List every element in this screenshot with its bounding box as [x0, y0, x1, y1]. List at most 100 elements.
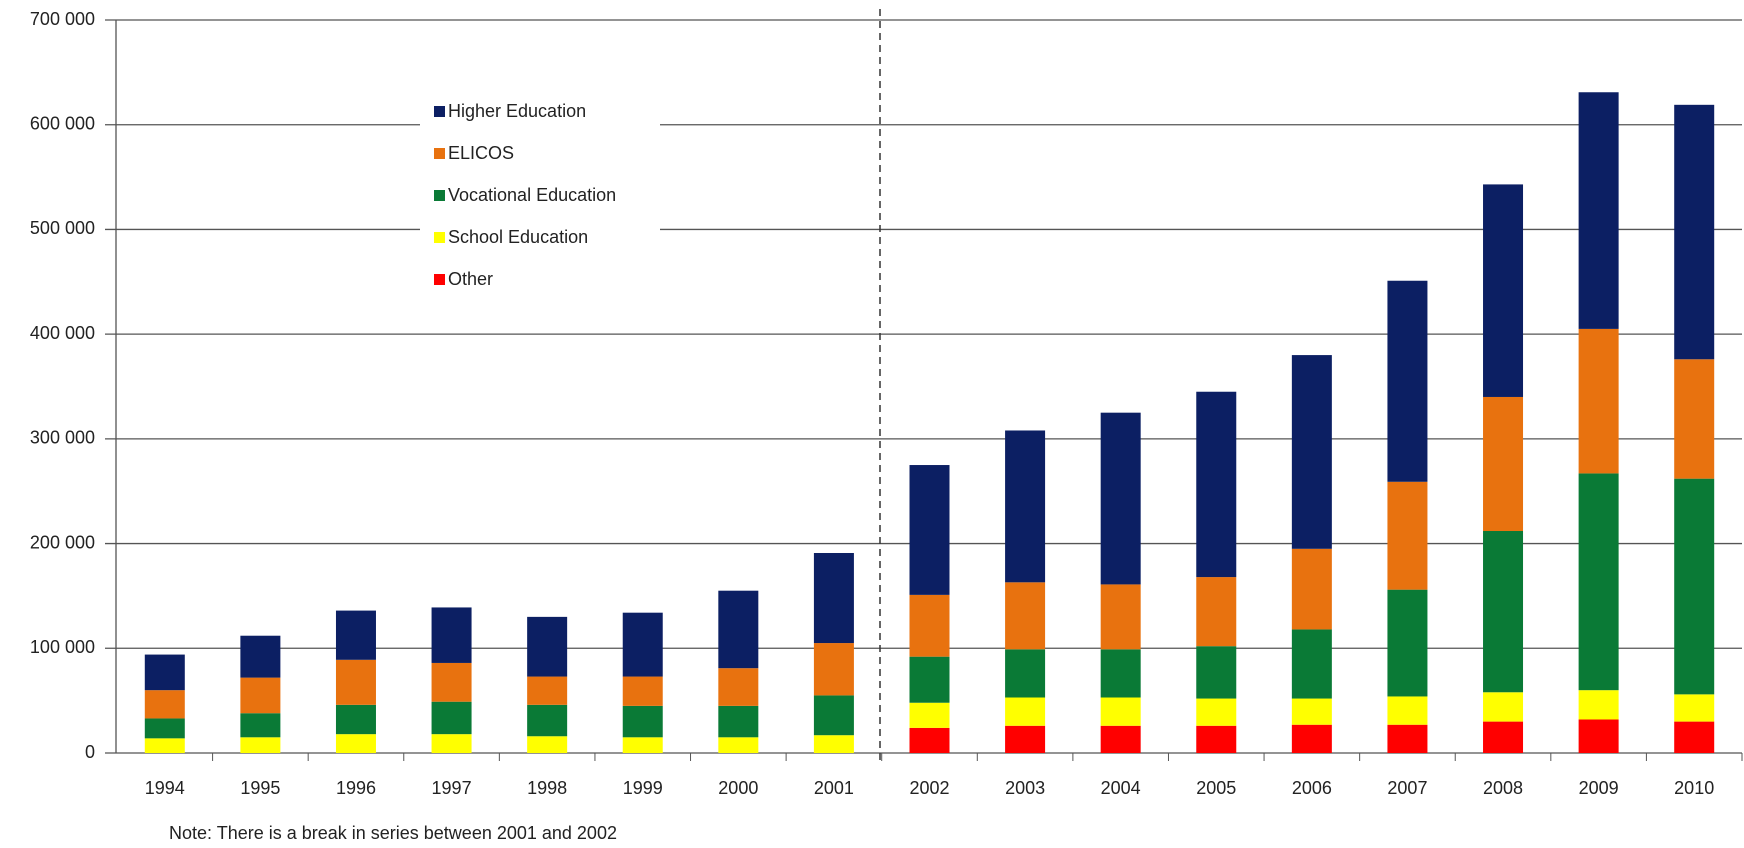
- bar-segment: [527, 736, 568, 753]
- bar-segment: [1578, 690, 1619, 720]
- bar-segment: [1291, 355, 1332, 549]
- legend-swatch: [434, 274, 445, 285]
- bar-segment: [1291, 698, 1332, 725]
- x-tick-label: 2006: [1292, 778, 1332, 798]
- legend-swatch: [434, 190, 445, 201]
- bar-segment: [1196, 698, 1237, 726]
- bar-segment: [1196, 725, 1237, 753]
- bar-segment: [431, 662, 472, 702]
- bar-segment: [1674, 478, 1715, 695]
- bar-segment: [431, 607, 472, 663]
- bar-segment: [718, 668, 759, 706]
- legend-swatch: [434, 232, 445, 243]
- bar-segment: [527, 704, 568, 737]
- y-tick-label: 500 000: [30, 218, 95, 238]
- x-tick-label: 2002: [909, 778, 949, 798]
- bar-segment: [622, 705, 663, 738]
- bar-segment: [1387, 481, 1428, 590]
- bar-segment: [1674, 721, 1715, 753]
- bar-segment: [622, 737, 663, 753]
- bar-segment: [335, 734, 376, 753]
- y-tick-label: 100 000: [30, 637, 95, 657]
- bar-segment: [1578, 328, 1619, 474]
- x-tick-label: 2000: [718, 778, 758, 798]
- bar-segment: [718, 705, 759, 738]
- legend-label: Vocational Education: [448, 185, 616, 205]
- bar-segment: [1196, 577, 1237, 647]
- bar-segment: [527, 676, 568, 705]
- x-tick-label: 1998: [527, 778, 567, 798]
- bar-segment: [240, 737, 281, 753]
- bar-segment: [240, 713, 281, 738]
- note: Note: There is a break in series between…: [169, 823, 617, 843]
- legend-box: [420, 94, 660, 312]
- bar-segment: [1674, 104, 1715, 360]
- legend-label: Other: [448, 269, 493, 289]
- bar-segment: [622, 676, 663, 706]
- x-tick-label: 2003: [1005, 778, 1045, 798]
- bar-segment: [431, 734, 472, 753]
- bar-segment: [144, 738, 185, 753]
- y-tick-label: 400 000: [30, 323, 95, 343]
- bar-segment: [144, 718, 185, 739]
- x-tick-label: 2001: [814, 778, 854, 798]
- bar-segment: [1483, 692, 1524, 722]
- bar-segment: [1674, 359, 1715, 479]
- bar-segment: [1100, 412, 1141, 585]
- bar-segment: [1005, 697, 1046, 726]
- bar-segment: [431, 701, 472, 735]
- bar-segment: [1483, 396, 1524, 532]
- bar-segment: [1674, 694, 1715, 722]
- x-tick-label: 2007: [1387, 778, 1427, 798]
- y-tick-label: 600 000: [30, 113, 95, 133]
- legend-swatch: [434, 148, 445, 159]
- bar-segment: [527, 616, 568, 677]
- y-tick-label: 700 000: [30, 9, 95, 29]
- bar-segment: [718, 737, 759, 753]
- bar-segment: [1483, 721, 1524, 753]
- x-tick-label: 1996: [336, 778, 376, 798]
- legend-swatch: [434, 106, 445, 117]
- legend-label: ELICOS: [448, 143, 514, 163]
- bar-segment: [1578, 92, 1619, 329]
- bar-segment: [1387, 280, 1428, 482]
- bar-segment: [240, 635, 281, 678]
- bar-segment: [909, 656, 950, 703]
- bar-segment: [909, 594, 950, 657]
- bar-segment: [1483, 184, 1524, 397]
- bar-segment: [909, 465, 950, 595]
- bar-segment: [1578, 473, 1619, 691]
- bar-segment: [335, 659, 376, 705]
- x-tick-label: 1997: [432, 778, 472, 798]
- bar-segment: [240, 677, 281, 714]
- bar-segment: [813, 643, 854, 696]
- y-tick-label: 0: [85, 742, 95, 762]
- bar-segment: [1005, 725, 1046, 753]
- legend-label: Higher Education: [448, 101, 586, 121]
- bar-segment: [909, 727, 950, 753]
- bar-segment: [1005, 649, 1046, 698]
- bar-segment: [1196, 391, 1237, 578]
- x-tick-label: 1995: [240, 778, 280, 798]
- bar-segment: [1005, 430, 1046, 583]
- bar-segment: [813, 552, 854, 644]
- x-tick-label: 2009: [1579, 778, 1619, 798]
- y-tick-label: 300 000: [30, 428, 95, 448]
- bar-segment: [813, 735, 854, 753]
- bar-segment: [622, 612, 663, 677]
- y-tick-label: 200 000: [30, 532, 95, 552]
- bar-segment: [718, 590, 759, 669]
- bar-segment: [1100, 584, 1141, 650]
- bar-segment: [1387, 696, 1428, 725]
- bar-segment: [1291, 724, 1332, 753]
- bar-segment: [1291, 629, 1332, 699]
- x-tick-label: 2008: [1483, 778, 1523, 798]
- bar-segment: [1100, 697, 1141, 726]
- x-tick-label: 2004: [1101, 778, 1141, 798]
- bar-segment: [1291, 548, 1332, 630]
- bar-segment: [335, 704, 376, 735]
- bar-segment: [144, 654, 185, 691]
- bar-segment: [1483, 531, 1524, 693]
- bar-segment: [1100, 725, 1141, 753]
